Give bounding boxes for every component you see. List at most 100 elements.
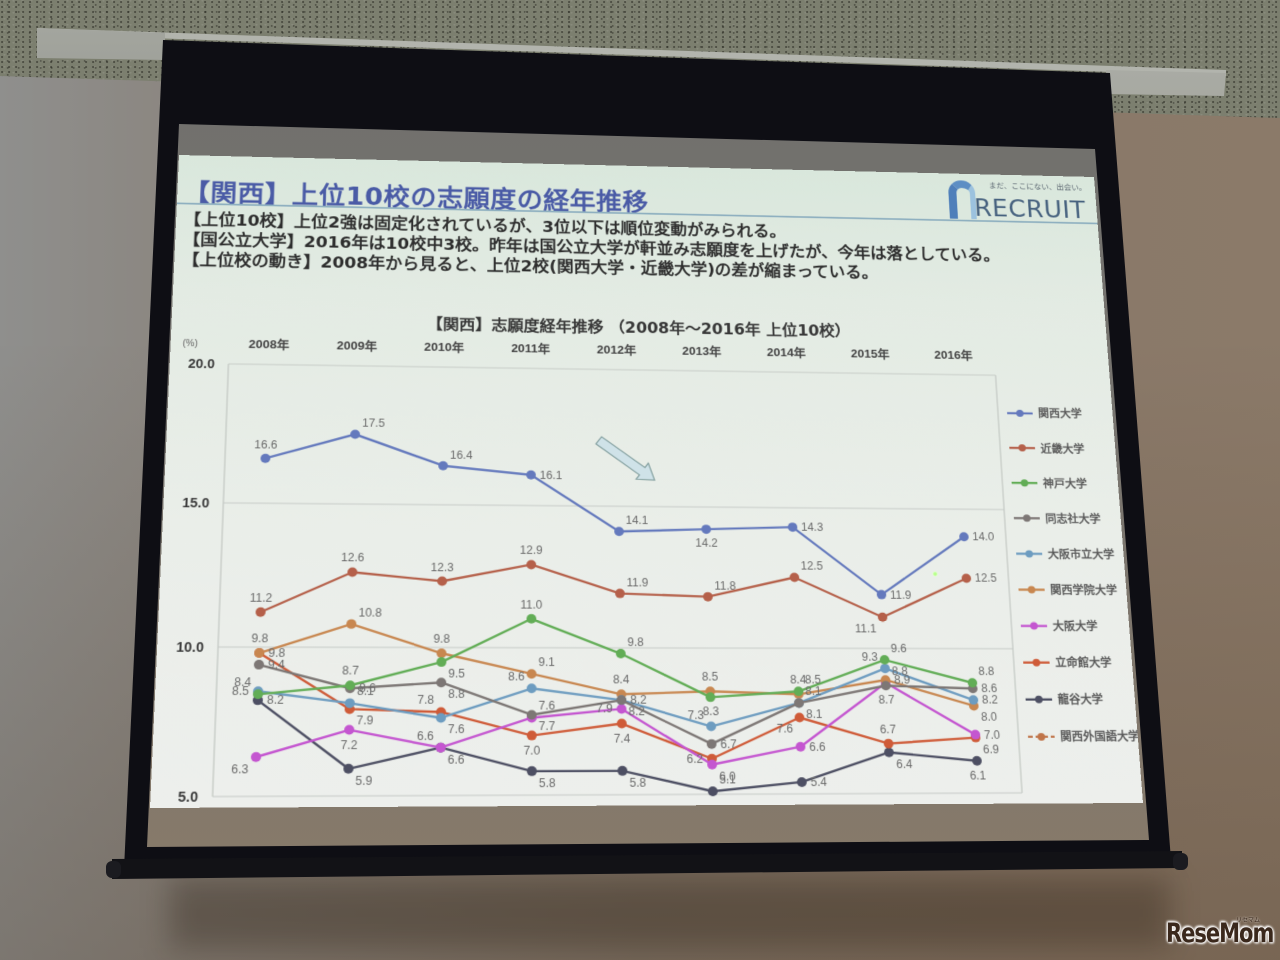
data-point-marker	[527, 684, 537, 694]
legend-label: 近畿大学	[1040, 441, 1085, 455]
data-label: 5.8	[539, 777, 556, 790]
data-label: 7.0	[523, 744, 540, 757]
x-category-label: 2008年	[248, 337, 289, 352]
data-point-marker	[527, 614, 537, 624]
data-label: 8.4	[613, 674, 630, 687]
data-label: 9.4	[268, 659, 285, 672]
data-label: 6.9	[983, 743, 1000, 756]
data-label: 8.7	[342, 665, 359, 678]
legend-item: 龍谷大学	[1025, 692, 1103, 707]
data-label: 14.2	[695, 538, 718, 550]
gridline	[228, 364, 995, 375]
data-point-marker	[972, 756, 982, 766]
legend-marker-icon	[1030, 622, 1038, 629]
y-tick-label: 20.0	[188, 357, 215, 371]
legend-item: 近畿大学	[1009, 441, 1085, 456]
data-label: 12.6	[341, 552, 364, 565]
data-label: 6.6	[448, 753, 465, 766]
data-label: 5.4	[810, 776, 827, 789]
legend-marker-icon	[1018, 444, 1026, 451]
data-point-marker	[436, 713, 446, 723]
legend-item: 関西大学	[1007, 406, 1083, 421]
legend-item: 大阪市立大学	[1016, 547, 1115, 562]
legend-item: 関西学院大学	[1018, 583, 1118, 598]
data-label: 8.6	[359, 683, 376, 696]
data-label: 14.1	[626, 515, 649, 527]
data-point-marker	[437, 576, 447, 586]
data-point-marker	[436, 743, 446, 753]
data-label: 8.2	[628, 706, 645, 719]
data-point-marker	[880, 664, 890, 673]
data-label: 7.0	[984, 729, 1001, 742]
data-point-marker	[617, 766, 627, 776]
data-label: 11.9	[890, 589, 912, 601]
data-point-marker	[884, 739, 894, 749]
data-label: 11.1	[855, 623, 877, 636]
data-label: 8.1	[806, 709, 823, 722]
data-label: 8.5	[702, 671, 719, 684]
screen-bar-end-cap-right	[1173, 853, 1188, 870]
legend-label: 関西大学	[1038, 407, 1083, 421]
data-label: 7.6	[777, 723, 794, 736]
data-point-marker	[616, 649, 626, 659]
data-point-marker	[344, 725, 354, 735]
data-label: 7.9	[596, 703, 613, 716]
x-category-label: 2015年	[851, 347, 890, 361]
data-label: 8.2	[267, 694, 284, 707]
data-point-marker	[794, 698, 804, 708]
data-labels: 8.2 5.9 6.6 5.8 5.8 5.1 5.4 6.4 6.1 9.8 7.9 7.8 7.0 7…	[229, 416, 1010, 791]
resemom-watermark-logo: ReseMom	[1166, 918, 1273, 948]
data-point-marker	[797, 777, 807, 787]
data-label: 16.1	[540, 470, 562, 482]
data-label: 9.8	[251, 633, 268, 646]
data-label: 6.2	[687, 753, 704, 766]
legend-marker-icon	[1032, 659, 1040, 667]
projected-slide: 【関西】上位10校の志願度の経年推移 まだ、ここにない、出会い。 RECRUIT…	[150, 155, 1143, 808]
data-label: 7.2	[340, 739, 357, 752]
data-label: 8.8	[448, 688, 465, 701]
data-point-marker	[260, 454, 270, 463]
data-label: 11.8	[714, 580, 736, 593]
plot-left-border	[213, 364, 229, 797]
x-category-label: 2016年	[934, 348, 973, 362]
data-point-marker	[527, 731, 537, 741]
data-label: 11.0	[520, 599, 542, 612]
data-point-marker	[880, 655, 890, 664]
x-category-label: 2012年	[597, 343, 637, 357]
legend-label: 神戸大学	[1042, 476, 1087, 490]
data-label: 8.6	[981, 683, 998, 696]
data-point-marker	[347, 567, 357, 577]
legend-item: 大阪大学	[1020, 619, 1098, 634]
data-label: 6.1	[969, 770, 986, 783]
data-label: 5.9	[355, 775, 372, 788]
data-label: 16.6	[254, 439, 277, 451]
x-category-label: 2013年	[682, 344, 722, 358]
data-label: 6.6	[417, 730, 434, 743]
legend-label: 同志社大学	[1045, 511, 1101, 525]
data-point-marker	[255, 607, 265, 617]
data-point-marker	[884, 747, 894, 757]
data-label: 11.9	[626, 577, 648, 590]
legend-marker-icon	[1028, 586, 1036, 593]
data-label: 6.7	[880, 723, 897, 736]
data-label: 14.3	[801, 522, 824, 534]
legend-item: 同志社大学	[1013, 511, 1101, 526]
legend-item: 神戸大学	[1011, 476, 1087, 491]
data-label: 7.4	[614, 732, 631, 745]
data-point-marker	[438, 461, 448, 470]
data-point-marker	[701, 525, 711, 534]
data-label: 8.3	[703, 706, 720, 719]
data-label: 9.8	[627, 637, 643, 650]
data-point-marker	[350, 430, 360, 439]
data-label: 9.5	[448, 668, 465, 681]
data-label: 8.8	[978, 666, 995, 679]
legend-label: 立命館大学	[1055, 655, 1112, 670]
screen-bar-end-cap-left	[106, 861, 121, 878]
data-label: 9.6	[890, 643, 906, 656]
data-label: 8.2	[982, 694, 999, 707]
screen-shadow	[170, 878, 1170, 948]
y-tick-label: 15.0	[182, 496, 210, 511]
legend-marker-icon	[1021, 479, 1029, 486]
data-point-marker	[526, 560, 536, 569]
legend-item: 立命館大学	[1023, 655, 1112, 670]
